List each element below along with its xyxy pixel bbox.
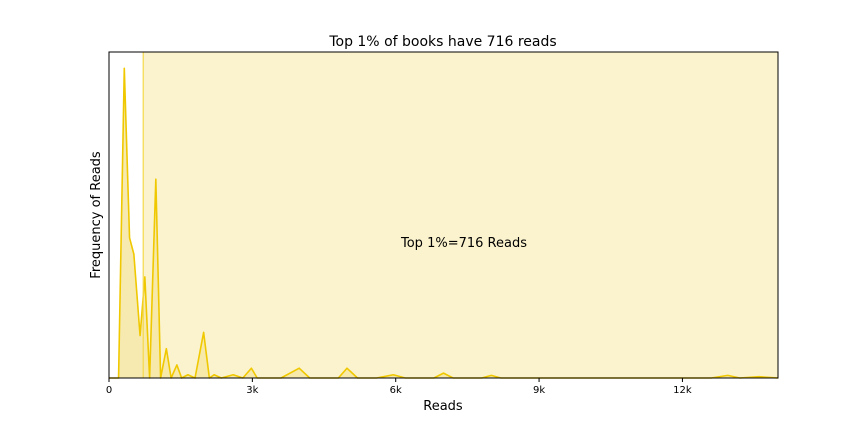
x-axis-ticks: 0 3k 6k 9k 12k — [106, 378, 692, 396]
x-tick-label: 9k — [533, 385, 545, 396]
y-axis-label: Frequency of Reads — [89, 151, 104, 279]
x-tick-label: 3k — [246, 385, 258, 396]
x-tick-label: 12k — [673, 385, 692, 396]
threshold-shaded-region — [143, 52, 778, 378]
x-tick-label: 6k — [390, 385, 402, 396]
plot-area — [108, 51, 779, 379]
x-axis-label: Reads — [423, 399, 463, 414]
x-tick-label: 0 — [106, 385, 112, 396]
threshold-annotation: Top 1%=716 Reads — [400, 236, 527, 251]
plot-frame — [108, 51, 779, 379]
chart-title: Top 1% of books have 716 reads — [328, 34, 556, 50]
